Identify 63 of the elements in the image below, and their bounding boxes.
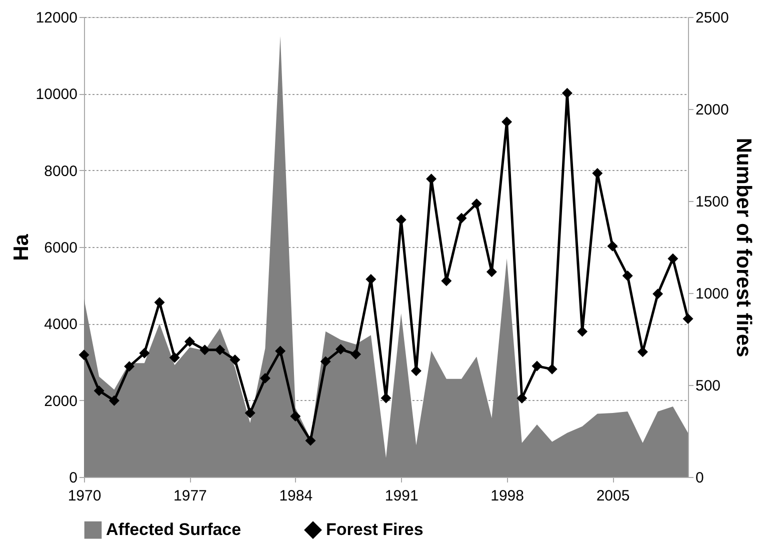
point bbox=[577, 326, 588, 337]
y2-tick-label: 500 bbox=[696, 378, 721, 394]
legend-label: Forest Fires bbox=[326, 520, 424, 540]
x-tick-label: 1984 bbox=[279, 488, 313, 504]
point bbox=[652, 288, 664, 300]
point bbox=[546, 364, 558, 374]
point bbox=[78, 350, 90, 360]
y-tick-label: 0 bbox=[69, 470, 78, 486]
x-tick-label: 1998 bbox=[490, 488, 524, 504]
point bbox=[169, 352, 180, 363]
point bbox=[154, 297, 165, 308]
point bbox=[184, 336, 195, 347]
point bbox=[682, 314, 694, 324]
point bbox=[502, 116, 512, 128]
point bbox=[380, 392, 392, 404]
point bbox=[622, 270, 633, 281]
point bbox=[275, 346, 286, 356]
y-tick-label: 2000 bbox=[44, 392, 78, 410]
legend-label: Affected Surface bbox=[106, 520, 242, 540]
point bbox=[244, 408, 256, 418]
x-tick-label: 1977 bbox=[174, 488, 207, 504]
y-axis-title: Ha bbox=[10, 234, 33, 261]
point bbox=[532, 360, 542, 372]
point bbox=[290, 411, 301, 422]
point bbox=[305, 435, 316, 446]
y2-tick-label: 2000 bbox=[696, 102, 729, 118]
point bbox=[350, 349, 362, 360]
point bbox=[668, 253, 678, 264]
point bbox=[471, 198, 482, 210]
point bbox=[456, 212, 467, 224]
point bbox=[366, 274, 376, 284]
point bbox=[562, 88, 572, 98]
point bbox=[94, 385, 104, 396]
x-tick-label: 2005 bbox=[596, 488, 630, 504]
y2-tick-label: 2500 bbox=[696, 10, 729, 26]
point bbox=[486, 266, 497, 278]
x-tick-label: 1991 bbox=[384, 488, 418, 504]
y-tick-label: 6000 bbox=[44, 240, 78, 256]
y2-tick-label: 0 bbox=[696, 470, 704, 486]
point bbox=[426, 174, 437, 184]
y2-axis-title: Number of forest fires bbox=[732, 138, 755, 358]
y2-tick-label: 1500 bbox=[696, 194, 729, 210]
y-tick-label: 10000 bbox=[36, 86, 78, 104]
point bbox=[335, 344, 346, 355]
point bbox=[214, 344, 226, 356]
point bbox=[200, 344, 210, 356]
point bbox=[260, 372, 270, 384]
y2-tick-label: 1000 bbox=[696, 286, 729, 302]
y-tick-label: 4000 bbox=[44, 316, 78, 334]
point bbox=[516, 393, 528, 404]
point bbox=[230, 354, 240, 366]
point bbox=[637, 346, 648, 358]
point bbox=[607, 240, 618, 252]
y-tick-label: 8000 bbox=[44, 162, 78, 180]
point bbox=[441, 276, 452, 286]
point bbox=[410, 366, 422, 376]
point bbox=[108, 395, 120, 406]
point bbox=[124, 361, 135, 372]
x-tick-label: 1970 bbox=[68, 488, 102, 504]
point bbox=[320, 356, 331, 367]
y-tick-label: 12000 bbox=[36, 10, 78, 26]
point bbox=[592, 168, 603, 178]
point bbox=[139, 348, 150, 358]
